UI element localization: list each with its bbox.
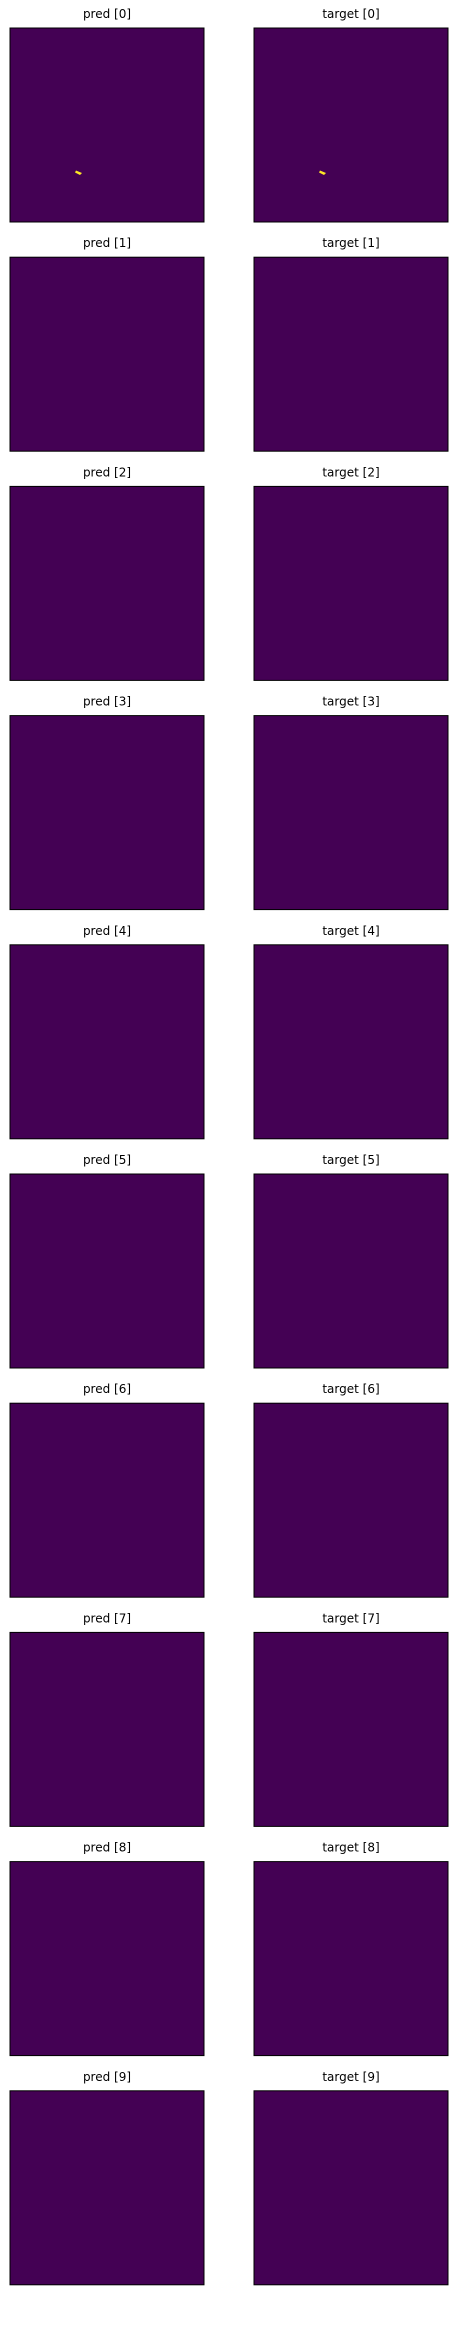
panel-title: target [8]: [322, 1841, 379, 1855]
panel-target-0: target [0]: [253, 7, 449, 223]
panel-title: pred [7]: [83, 1611, 131, 1625]
image-background: [9, 715, 205, 911]
image-background: [253, 256, 449, 452]
panel-pred-2: pred [2]: [9, 465, 205, 681]
panel-pred-3: pred [3]: [9, 695, 205, 911]
panel-title: target [9]: [322, 2070, 379, 2084]
panel-target-2: target [2]: [253, 465, 449, 681]
image-background: [253, 485, 449, 681]
image-background: [253, 27, 449, 223]
image-background: [9, 1173, 205, 1369]
mask-region: [75, 170, 82, 175]
panel-target-6: target [6]: [253, 1382, 449, 1598]
panel-title: target [0]: [322, 7, 379, 21]
image-background: [9, 1402, 205, 1598]
panel-target-9: target [9]: [253, 2070, 449, 2286]
image-background: [253, 1631, 449, 1827]
panel-title: pred [9]: [83, 2070, 131, 2084]
panel-title: pred [3]: [83, 695, 131, 709]
panel-title: pred [4]: [83, 924, 131, 938]
panel-target-3: target [3]: [253, 695, 449, 911]
image-background: [9, 944, 205, 1140]
panel-pred-6: pred [6]: [9, 1382, 205, 1598]
panel-pred-8: pred [8]: [9, 1841, 205, 2144]
image-background: [253, 1861, 449, 2057]
panel-pred-4: pred [4]: [9, 924, 205, 1140]
image-background: [9, 2090, 205, 2286]
image-background: [253, 944, 449, 1140]
image-background: [9, 1861, 205, 2057]
panel-target-4: target [4]: [253, 924, 449, 1140]
panel-title: target [4]: [322, 924, 379, 938]
panel-target-1: target [1]: [253, 236, 449, 452]
panel-title: pred [8]: [83, 1841, 131, 1855]
image-background: [9, 1631, 205, 1827]
panel-title: target [7]: [322, 1611, 379, 1625]
panel-title: pred [2]: [83, 465, 131, 479]
image-background: [253, 2090, 449, 2286]
panel-target-5: target [5]: [253, 1153, 449, 1369]
panel-target-7: target [7]: [253, 1611, 449, 1827]
panel-title: pred [5]: [83, 1153, 131, 1167]
image-background: [253, 1402, 449, 1598]
image-background: [9, 256, 205, 452]
image-background: [253, 715, 449, 911]
panel-pred-5: pred [5]: [9, 1153, 205, 1369]
panel-pred-9: pred [9]: [9, 2070, 205, 2286]
panel-title: pred [1]: [83, 236, 131, 250]
panel-title: target [6]: [322, 1382, 379, 1396]
panel-pred-7: pred [7]: [9, 1611, 205, 1827]
panel-pred-0: pred [0]: [9, 7, 205, 223]
image-background: [9, 485, 205, 681]
image-background: [9, 27, 205, 223]
panel-title: pred [6]: [83, 1382, 131, 1396]
panel-title: target [2]: [322, 465, 379, 479]
panel-target-8: target [8]: [253, 1841, 449, 2170]
panel-pred-1: pred [1]: [9, 236, 205, 452]
panel-title: target [3]: [322, 695, 379, 709]
panel-title: pred [0]: [83, 7, 131, 21]
mask-region: [319, 170, 326, 175]
image-background: [253, 1173, 449, 1369]
panel-title: target [5]: [322, 1153, 379, 1167]
panel-title: target [1]: [322, 236, 379, 250]
